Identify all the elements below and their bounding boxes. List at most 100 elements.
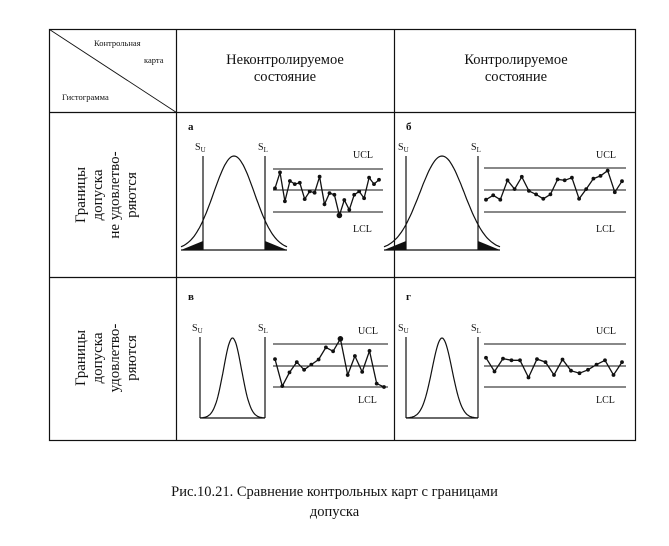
row-header-satisfied: Границы допуска удовлетво- ряются (73, 324, 140, 393)
data-point (297, 180, 302, 185)
corner-bottom-label: Гистограмма (62, 92, 109, 102)
data-point (586, 367, 590, 372)
data-point (584, 187, 589, 192)
lower-spec-limit-label: SL (258, 142, 268, 154)
data-point (541, 196, 546, 201)
lower-spec-limit-label: SL (471, 323, 481, 335)
data-point (526, 375, 531, 380)
upper-spec-limit-label: SU (192, 323, 203, 335)
data-point (509, 358, 514, 363)
data-point (322, 202, 327, 207)
data-point (278, 170, 282, 175)
data-point (292, 182, 297, 187)
data-point (347, 207, 352, 212)
data-point (548, 192, 553, 197)
panel-letter: а (188, 121, 194, 133)
panel-1: аSU SL UCL LCL (180, 121, 383, 251)
upper-spec-limit-label: SU (398, 323, 409, 335)
data-point (518, 358, 522, 363)
data-point (505, 178, 510, 183)
histogram-curve (199, 337, 266, 419)
column-header-uncontrolled-line2: состояние (254, 69, 316, 85)
row-header-2-line4: ряются (124, 335, 140, 381)
data-point (594, 362, 599, 367)
row-header-1-line3: не удовлетво- (107, 151, 123, 238)
data-point (555, 177, 560, 182)
data-point (342, 198, 347, 202)
data-point (302, 367, 306, 372)
row-header-1-line2: допуска (90, 169, 106, 220)
data-point (591, 176, 596, 181)
histogram-tail-right (265, 241, 287, 250)
panel-letter: в (188, 291, 194, 303)
data-point (543, 360, 548, 364)
data-point (345, 373, 350, 377)
panel-letter: б (406, 121, 412, 133)
row-header-1-line1: Границы (73, 167, 89, 223)
data-point (534, 192, 538, 197)
column-header-controlled-line1: Контролируемое (464, 52, 567, 68)
data-point (377, 177, 381, 182)
data-point (367, 349, 372, 353)
histogram-curve (180, 155, 288, 248)
data-point (307, 189, 312, 194)
data-point (316, 357, 321, 362)
data-point (611, 373, 616, 377)
table-border (48, 28, 637, 442)
ucl-label: UCL (596, 150, 616, 161)
data-point (288, 179, 292, 183)
data-point (501, 356, 505, 361)
comparison-figure: Контрольная карта Гистограмма Неконтроли… (48, 28, 637, 442)
caption-line1: Рис.10.21. Сравнение контрольных карт с … (171, 484, 498, 500)
data-point (362, 196, 366, 201)
corner-diagonal (49, 29, 177, 113)
data-point (577, 371, 582, 376)
lcl-label: LCL (596, 224, 615, 235)
lower-spec-limit-label: SL (471, 142, 481, 154)
data-point (273, 186, 277, 191)
ucl-label: UCL (358, 326, 378, 337)
data-point (367, 175, 371, 180)
control-chart-series (274, 336, 385, 388)
panel-4: г SU SL UCL LCL (398, 291, 626, 419)
data-point (360, 370, 365, 374)
histogram-tail-left (181, 241, 203, 250)
column-headers: Неконтролируемое состояние Контролируемо… (226, 52, 568, 85)
corner-cell: Контрольная карта Гистограмма (62, 38, 164, 102)
data-point (357, 189, 362, 194)
ucl-label: UCL (596, 326, 616, 337)
panel-3: в SU SL UCL LCL (188, 291, 388, 419)
data-point (612, 190, 617, 195)
data-point (552, 373, 556, 377)
data-point (327, 191, 332, 196)
data-point (374, 381, 379, 386)
table-grid (48, 28, 637, 442)
histogram-tail-left (384, 241, 406, 250)
data-point (352, 192, 357, 197)
data-point (603, 358, 607, 363)
data-point (620, 360, 624, 364)
data-point (484, 355, 488, 360)
data-point (331, 349, 335, 354)
column-header-uncontrolled-line1: Неконтролируемое (226, 52, 344, 68)
data-point (491, 193, 496, 198)
data-point (302, 197, 307, 202)
data-point (273, 357, 277, 361)
data-point (337, 336, 344, 342)
data-point (598, 174, 603, 178)
data-point (294, 360, 299, 364)
data-point (336, 212, 343, 219)
row-header-2-line2: допуска (90, 332, 106, 383)
corner-top-label: Контрольная (94, 38, 141, 48)
row-header-not-satisfied: Границы допуска не удовлетво- ряются (73, 151, 140, 238)
row-header-2-line3: удовлетво- (107, 324, 123, 393)
data-point (372, 182, 376, 187)
data-point (605, 168, 610, 173)
control-chart-series (274, 172, 380, 218)
data-point (287, 370, 292, 375)
data-point (312, 190, 317, 195)
data-point (569, 368, 573, 373)
data-point (560, 357, 565, 362)
data-point (570, 175, 574, 180)
